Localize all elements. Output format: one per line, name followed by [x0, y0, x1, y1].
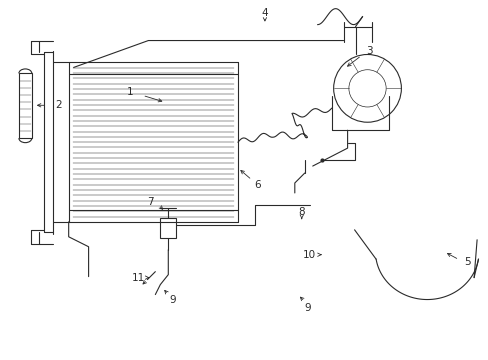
Text: 7: 7 — [147, 197, 153, 207]
Text: 3: 3 — [366, 45, 372, 55]
Text: 9: 9 — [169, 294, 175, 305]
Text: 11: 11 — [132, 273, 145, 283]
Text: 10: 10 — [303, 250, 316, 260]
Text: 9: 9 — [304, 302, 310, 312]
Text: 2: 2 — [55, 100, 62, 110]
Text: 6: 6 — [254, 180, 261, 190]
Bar — [160, 218, 176, 238]
Bar — [19, 73, 32, 138]
Text: 8: 8 — [298, 207, 305, 217]
Text: 1: 1 — [127, 87, 134, 97]
Text: 5: 5 — [463, 257, 469, 267]
Text: 4: 4 — [261, 8, 268, 18]
